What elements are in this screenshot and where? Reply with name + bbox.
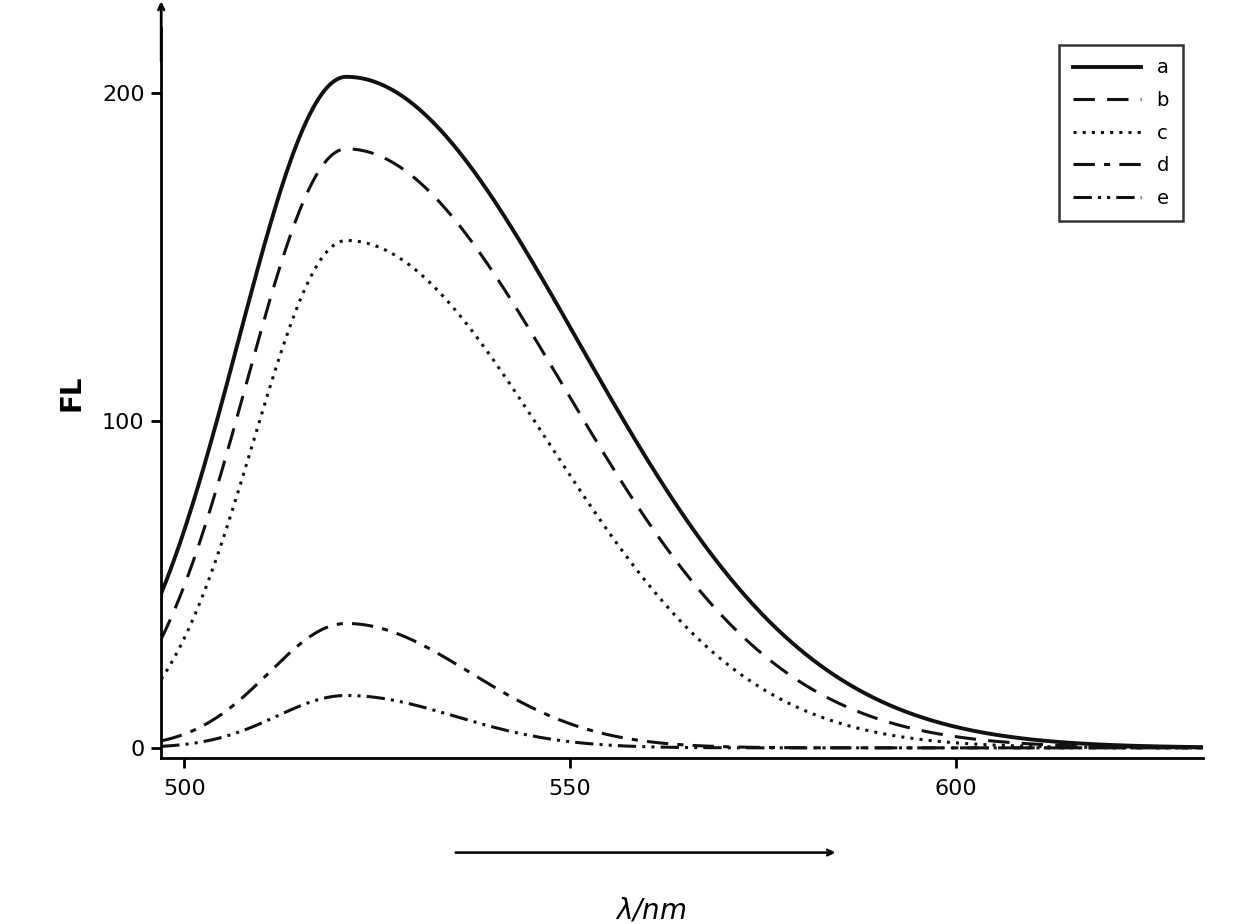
e <box>339 690 353 701</box>
d <box>661 738 676 749</box>
c <box>340 235 355 246</box>
Line: e: e <box>161 696 1203 748</box>
b <box>661 545 676 556</box>
Text: $\lambda$/nm: $\lambda$/nm <box>615 896 687 924</box>
c <box>1195 742 1210 753</box>
b <box>154 633 169 644</box>
b <box>1166 742 1180 753</box>
e <box>154 741 169 752</box>
e <box>661 742 676 753</box>
a <box>975 727 990 738</box>
c <box>661 602 676 614</box>
Line: c: c <box>161 240 1203 748</box>
Line: a: a <box>161 77 1203 748</box>
d <box>634 736 649 747</box>
b <box>634 505 649 517</box>
a <box>1166 741 1180 752</box>
d <box>1166 742 1180 753</box>
a <box>661 487 676 498</box>
c <box>634 569 649 580</box>
b <box>975 735 990 746</box>
c <box>975 739 990 750</box>
Line: d: d <box>161 624 1203 748</box>
d <box>1195 742 1210 753</box>
c <box>154 674 169 685</box>
d <box>975 742 990 753</box>
d <box>207 713 222 724</box>
a <box>154 588 169 599</box>
c <box>1166 742 1180 753</box>
d <box>154 736 169 747</box>
b <box>1195 742 1210 753</box>
a <box>634 444 649 455</box>
a <box>1166 741 1180 752</box>
b <box>340 143 355 154</box>
c <box>207 559 222 570</box>
e <box>1195 742 1210 753</box>
b <box>1166 742 1180 753</box>
e <box>634 741 649 752</box>
d <box>339 618 353 629</box>
a <box>207 424 222 435</box>
a <box>340 71 355 82</box>
e <box>1166 742 1180 753</box>
d <box>1166 742 1180 753</box>
e <box>207 734 222 745</box>
b <box>207 491 222 502</box>
e <box>1166 742 1180 753</box>
Legend: a, b, c, d, e: a, b, c, d, e <box>1059 44 1183 222</box>
Y-axis label: FL: FL <box>57 374 86 411</box>
a <box>1195 742 1210 753</box>
e <box>975 742 990 753</box>
c <box>1166 742 1180 753</box>
Line: b: b <box>161 149 1203 748</box>
